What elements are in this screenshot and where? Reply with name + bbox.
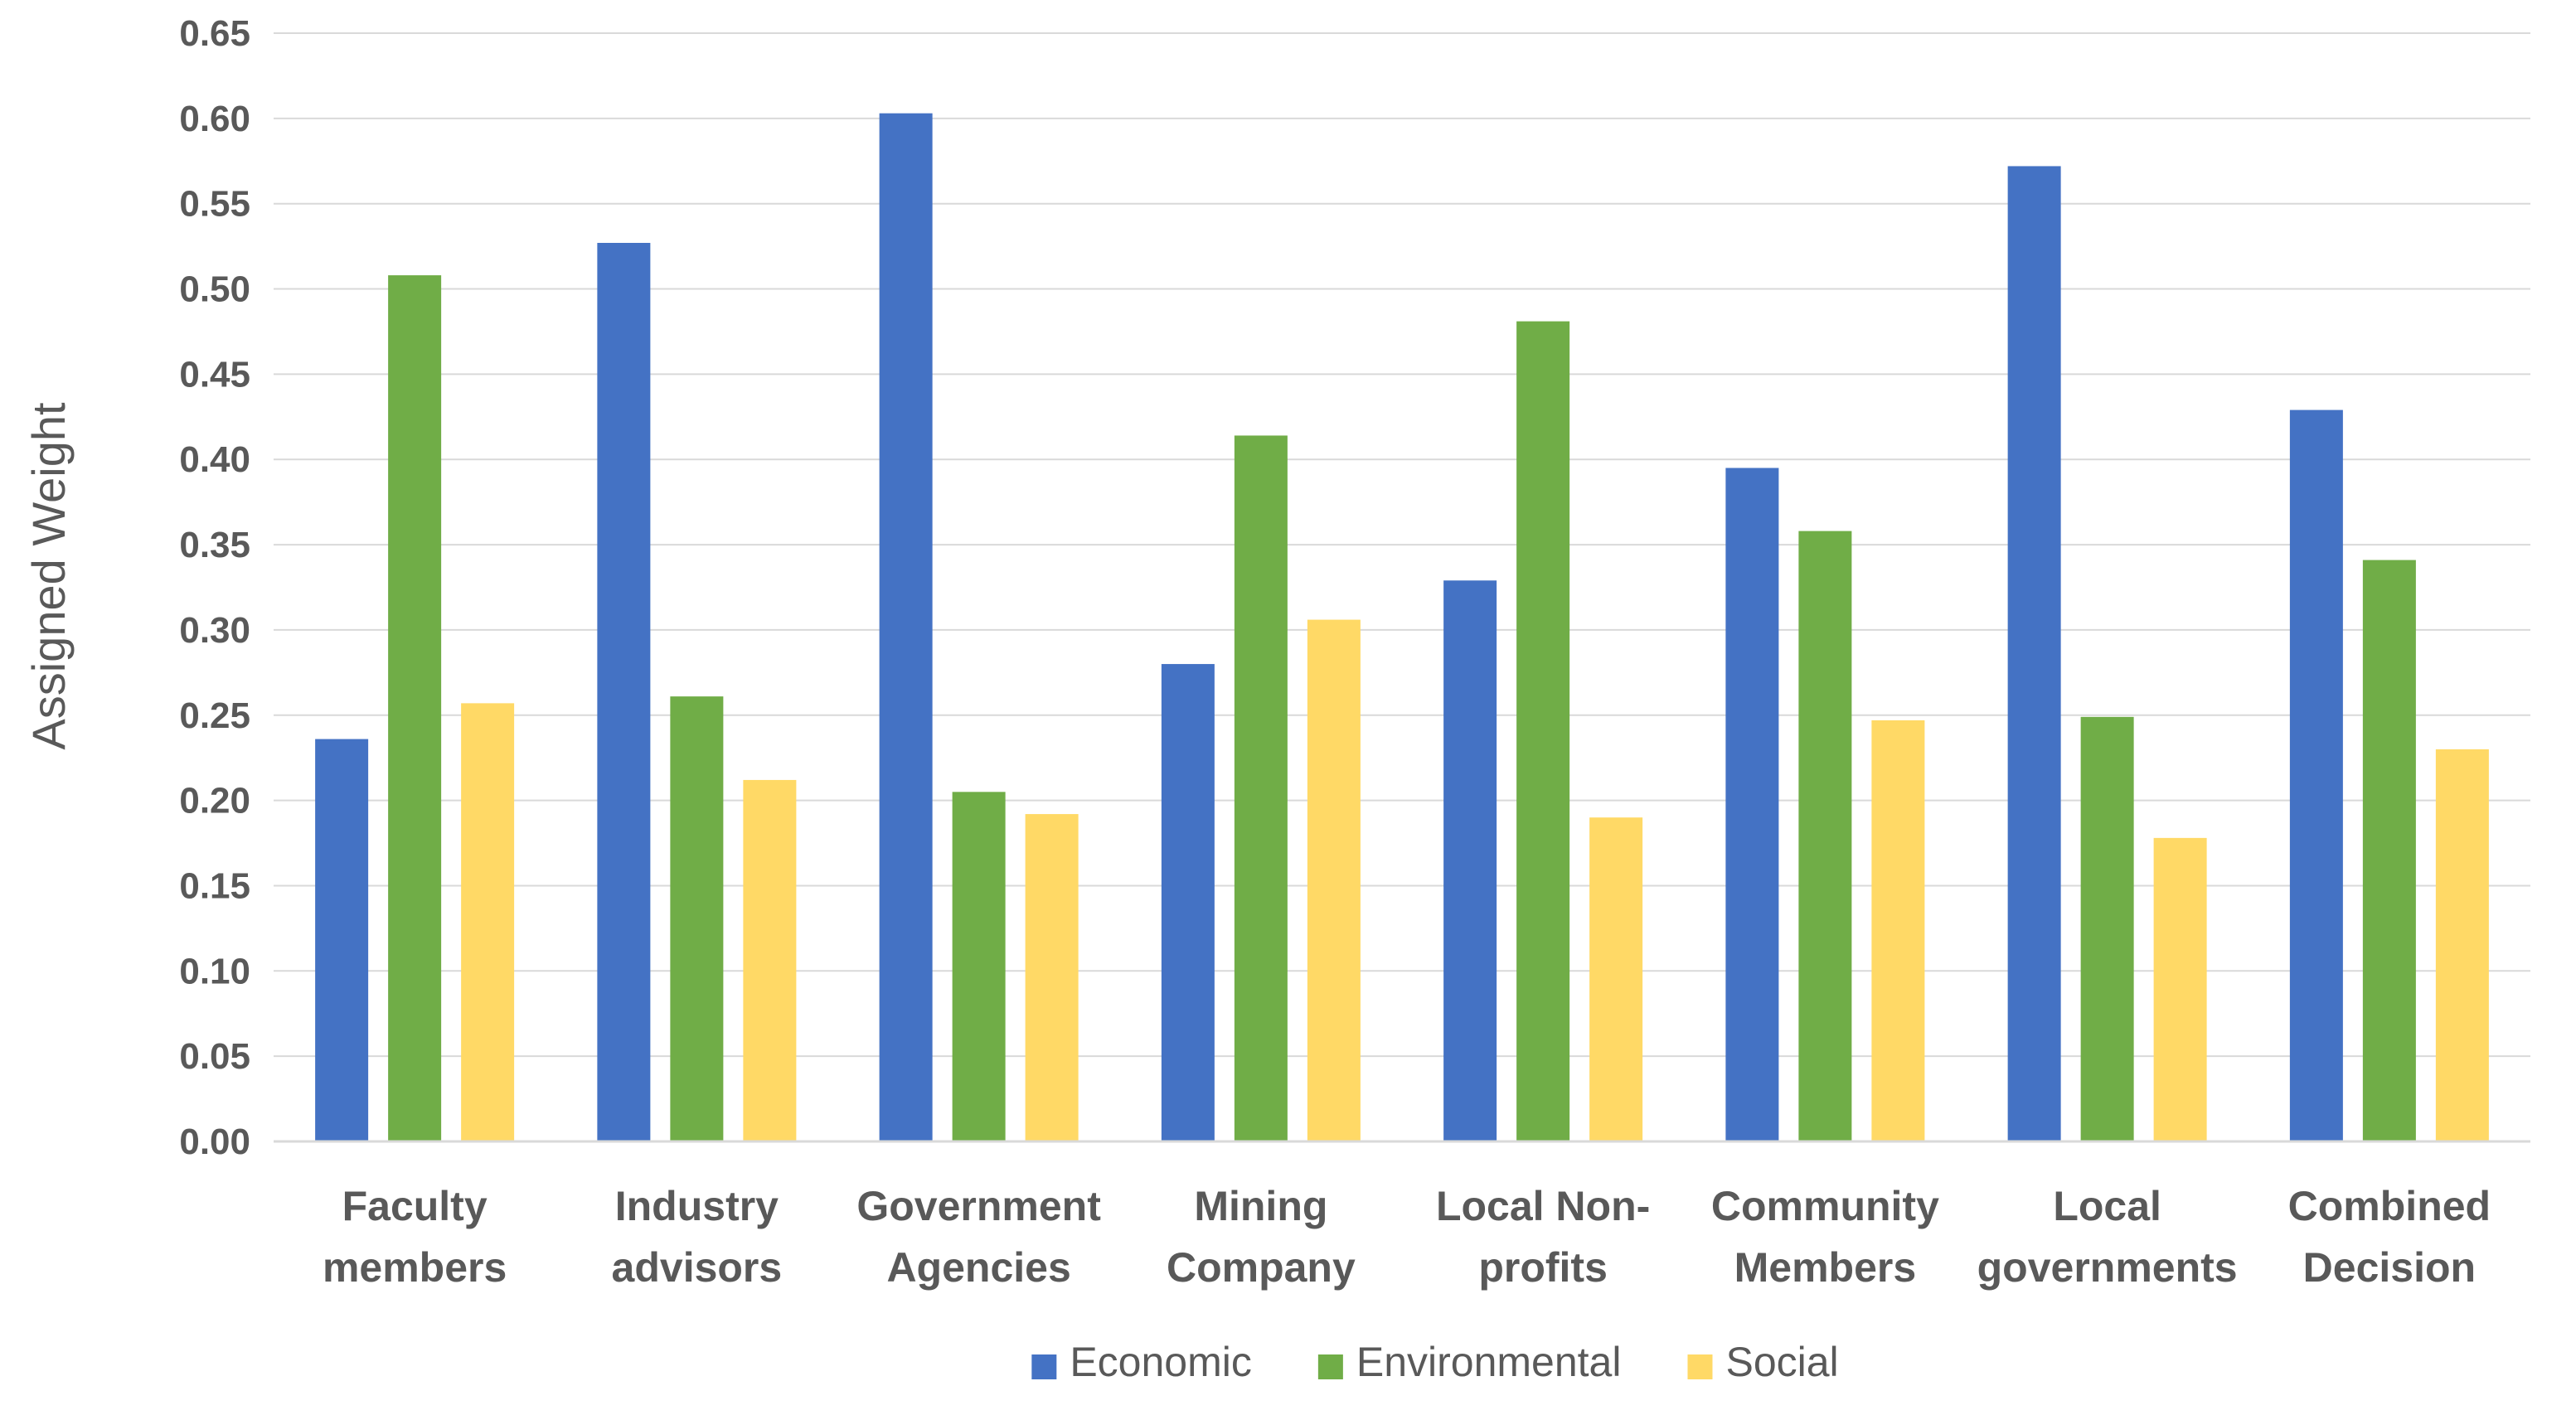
y-tick-label: 0.50	[179, 269, 250, 310]
y-axis-title: Assigned Weight	[22, 402, 75, 750]
y-tick-label: 0.10	[179, 951, 250, 991]
x-tick-label: profits	[1478, 1244, 1608, 1291]
bar-economic-1	[597, 243, 651, 1142]
x-tick-label: Combined	[2288, 1183, 2491, 1229]
bar-economic-4	[1443, 580, 1497, 1141]
y-tick-label: 0.40	[179, 439, 250, 480]
bar-environmental-2	[952, 792, 1006, 1141]
bar-economic-0	[315, 739, 369, 1141]
y-tick-label: 0.65	[179, 13, 250, 54]
y-tick-label: 0.20	[179, 781, 250, 821]
y-tick-label: 0.30	[179, 610, 250, 651]
y-tick-label: 0.35	[179, 525, 250, 565]
x-tick-label: advisors	[612, 1244, 783, 1291]
bar-environmental-7	[2362, 560, 2416, 1141]
x-tick-label: members	[323, 1244, 507, 1291]
axes: 0.00 0.05 0.10 0.15 0.20 0.25 0.30 0.35 0.40 0.45…	[179, 13, 2530, 1291]
y-tick-label: 0.45	[179, 354, 250, 395]
legend-item-economic: Economic	[1031, 1339, 1252, 1385]
bar-social-1	[743, 779, 797, 1141]
x-tick-label: Industry	[615, 1183, 779, 1229]
legend-label: Economic	[1070, 1339, 1252, 1385]
bar-social-2	[1025, 814, 1079, 1141]
x-tick-label: Government	[856, 1183, 1101, 1229]
legend-swatch	[1317, 1354, 1343, 1379]
bar-social-7	[2435, 749, 2489, 1141]
bar-environmental-4	[1516, 321, 1570, 1141]
bar-social-6	[2153, 837, 2207, 1141]
bar-social-5	[1871, 720, 1925, 1141]
bar-social-3	[1307, 619, 1361, 1141]
x-tick-label: Local	[2053, 1183, 2161, 1229]
x-tick-label: Local Non-	[1436, 1183, 1650, 1229]
legend-item-environmental: Environmental	[1317, 1339, 1622, 1385]
y-tick-label: 0.15	[179, 865, 250, 906]
y-tick-label: 0.05	[179, 1036, 250, 1077]
y-tick-label: 0.55	[179, 184, 250, 225]
x-tick-label: Agencies	[886, 1244, 1070, 1291]
bar-economic-2	[879, 113, 933, 1141]
bar-social-0	[461, 703, 515, 1141]
bar-environmental-1	[670, 696, 724, 1141]
x-tick-label: Company	[1167, 1244, 1356, 1291]
bar-environmental-0	[388, 275, 442, 1142]
bar-environmental-5	[1798, 531, 1852, 1141]
x-tick-label: Faculty	[342, 1183, 488, 1229]
legend-label: Environmental	[1356, 1339, 1622, 1385]
x-tick-label: Members	[1734, 1244, 1917, 1291]
legend-swatch	[1687, 1354, 1713, 1379]
x-tick-label: Community	[1711, 1183, 1939, 1229]
legend-item-social: Social	[1687, 1339, 1839, 1385]
bar-economic-5	[1725, 468, 1779, 1141]
x-tick-label: governments	[1977, 1244, 2238, 1291]
bar-economic-3	[1161, 664, 1215, 1141]
legend: Economic Environmental Social	[1031, 1339, 1839, 1385]
y-tick-label: 0.60	[179, 99, 250, 139]
legend-label: Social	[1725, 1339, 1838, 1385]
x-tick-label: Mining	[1194, 1183, 1327, 1229]
y-tick-label: 0.00	[179, 1122, 250, 1162]
bar-environmental-3	[1234, 435, 1288, 1141]
bar-economic-7	[2289, 409, 2343, 1142]
legend-swatch	[1031, 1354, 1057, 1379]
bar-environmental-6	[2080, 716, 2134, 1141]
y-tick-label: 0.25	[179, 695, 250, 736]
bars	[315, 113, 2489, 1142]
bar-economic-6	[2007, 166, 2061, 1142]
bar-social-4	[1589, 817, 1643, 1141]
x-tick-label: Decision	[2303, 1244, 2476, 1291]
